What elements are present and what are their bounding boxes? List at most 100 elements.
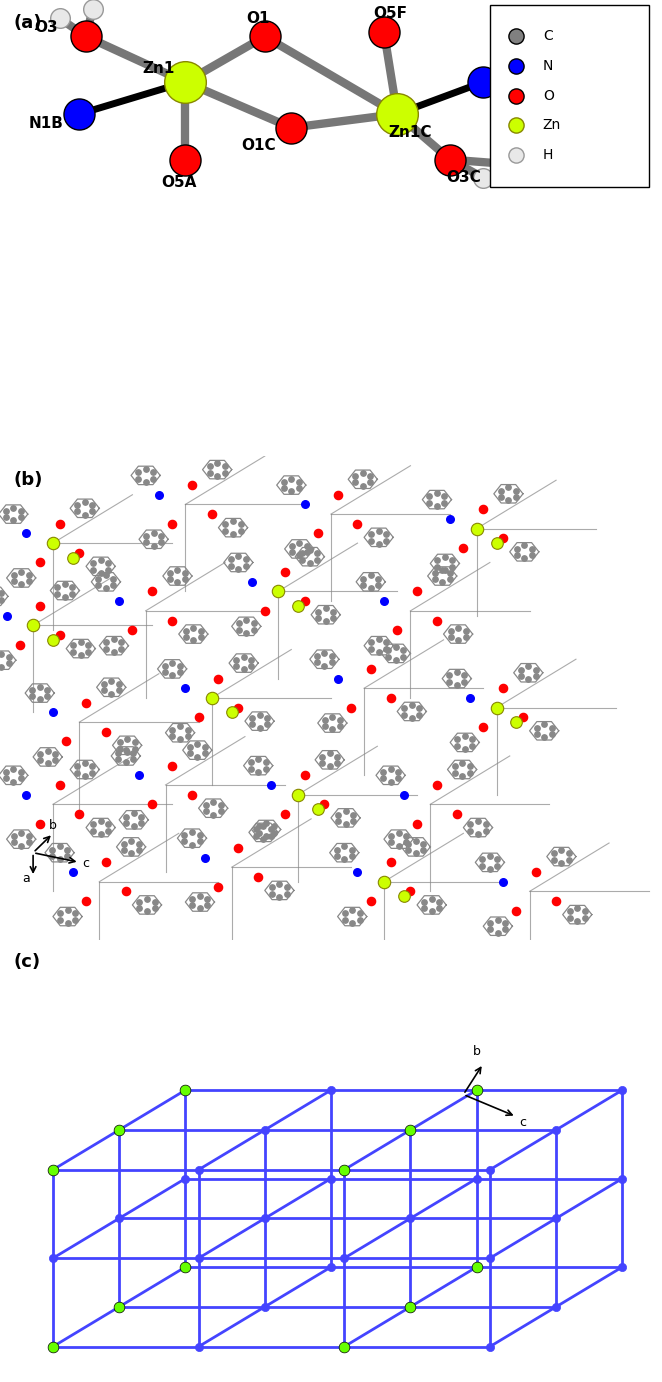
Point xyxy=(319,641,330,663)
Point xyxy=(116,638,126,661)
Point xyxy=(478,499,489,521)
Point xyxy=(187,887,198,909)
Point xyxy=(319,655,330,677)
Point xyxy=(471,1079,482,1101)
Text: (c): (c) xyxy=(13,954,40,972)
Point xyxy=(430,561,440,583)
Point xyxy=(279,471,289,493)
Point xyxy=(219,462,230,484)
Point xyxy=(511,115,522,137)
Point xyxy=(391,636,401,658)
Point xyxy=(354,902,365,925)
Point xyxy=(347,912,357,934)
Point xyxy=(47,839,58,861)
Point xyxy=(477,849,488,871)
Point xyxy=(419,890,430,912)
Text: O3C: O3C xyxy=(446,170,481,185)
Point xyxy=(274,873,285,896)
Point xyxy=(334,709,345,731)
Point xyxy=(579,900,590,922)
Point xyxy=(27,685,38,708)
Point xyxy=(405,1296,416,1318)
Point xyxy=(354,909,365,931)
Point xyxy=(136,813,146,835)
Text: H: H xyxy=(543,148,553,162)
Point xyxy=(88,820,99,842)
Point xyxy=(410,842,421,864)
Point xyxy=(491,697,502,719)
Point xyxy=(511,25,522,47)
Point xyxy=(133,832,144,854)
Point xyxy=(72,493,83,515)
Point xyxy=(467,728,477,750)
Point xyxy=(165,561,175,583)
Point xyxy=(444,568,455,590)
Point xyxy=(579,907,590,929)
Point xyxy=(385,851,396,873)
Point xyxy=(101,578,111,600)
Point xyxy=(434,890,444,912)
Point xyxy=(539,726,549,748)
Point xyxy=(201,793,211,815)
Point xyxy=(373,568,383,590)
Point xyxy=(95,561,106,583)
Point xyxy=(27,679,38,701)
Point xyxy=(281,883,292,905)
Point xyxy=(9,832,19,854)
Point xyxy=(194,831,205,853)
Point xyxy=(392,619,402,641)
Point xyxy=(134,897,145,919)
Point xyxy=(182,719,193,741)
Point xyxy=(339,1158,350,1180)
Point xyxy=(70,909,80,931)
Point xyxy=(366,638,377,661)
Point xyxy=(149,897,160,919)
Point xyxy=(406,694,417,716)
Point xyxy=(156,532,166,554)
Point xyxy=(235,513,246,535)
Point xyxy=(106,683,117,705)
Point xyxy=(226,549,236,571)
Point xyxy=(274,886,285,908)
Point xyxy=(299,493,310,515)
Point xyxy=(445,509,455,531)
Point xyxy=(326,1256,336,1278)
Point xyxy=(418,839,428,861)
Point xyxy=(500,919,510,941)
Point xyxy=(453,629,463,651)
Point xyxy=(226,702,237,724)
Point xyxy=(172,571,183,593)
Point xyxy=(332,752,342,774)
Point xyxy=(136,806,146,828)
Point xyxy=(293,596,303,618)
Point xyxy=(424,485,435,507)
Point xyxy=(287,535,297,557)
Point xyxy=(9,564,19,586)
Point xyxy=(445,149,455,171)
Point xyxy=(3,652,14,674)
Point xyxy=(134,764,144,786)
Point xyxy=(23,832,34,854)
Point xyxy=(1,506,11,528)
Point xyxy=(432,609,442,632)
Point xyxy=(83,634,93,656)
Point xyxy=(546,716,557,738)
Point xyxy=(179,568,190,590)
Point xyxy=(195,884,205,907)
Point xyxy=(563,849,574,871)
Point xyxy=(175,728,185,750)
Point xyxy=(122,741,132,763)
Point xyxy=(79,503,90,525)
Point xyxy=(185,742,195,764)
Point xyxy=(238,645,249,668)
Point xyxy=(16,822,26,844)
Point xyxy=(120,752,131,774)
Point xyxy=(373,574,383,596)
Point xyxy=(234,612,244,634)
Text: O3: O3 xyxy=(34,19,58,35)
Point xyxy=(346,839,357,861)
Point xyxy=(62,900,73,922)
Point xyxy=(67,576,77,598)
Point xyxy=(312,651,322,673)
Point xyxy=(34,688,45,710)
